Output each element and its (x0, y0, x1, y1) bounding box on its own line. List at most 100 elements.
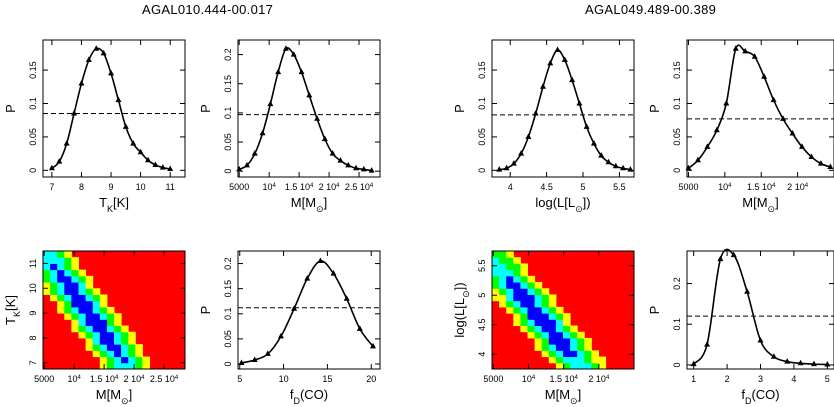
data-point (317, 257, 324, 264)
heatmap-cell (577, 362, 585, 369)
heatmap-cell (520, 306, 528, 314)
heatmap-cell (64, 306, 72, 314)
heatmap-cell (506, 294, 514, 302)
data-point (598, 152, 605, 158)
data-point (808, 153, 815, 159)
heatmap-cell (99, 362, 108, 369)
heatmap-cell (64, 313, 72, 320)
x-axis-label: M[M⊙] (545, 387, 581, 406)
heatmap-cell (43, 251, 51, 258)
heatmap-cell (513, 300, 521, 308)
data-point (690, 360, 697, 367)
x-tick-label: 104 (718, 182, 732, 192)
heatmap-cell (570, 325, 578, 333)
heatmap-cell (99, 294, 108, 302)
axes-frame (237, 39, 381, 178)
heatmap-cell (71, 269, 79, 277)
data-point (694, 156, 701, 163)
y-tick-label: 0.05 (477, 128, 487, 146)
data-point (717, 255, 724, 262)
data-point (290, 51, 297, 57)
heatmap-cell (555, 313, 564, 320)
heatmap-cell (64, 300, 72, 308)
heatmap-cell (71, 319, 79, 327)
heatmap-cell (513, 269, 521, 277)
heatmap-cell (520, 282, 528, 289)
data-point (532, 110, 539, 116)
heatmap-cell (92, 288, 101, 295)
data-point (824, 361, 831, 367)
heatmap-cell (71, 300, 79, 308)
heatmap-cell (71, 282, 79, 289)
y-axis-label: P (647, 104, 662, 113)
data-point (789, 130, 796, 136)
heatmap-cell (534, 313, 543, 320)
heatmap-cell (520, 275, 528, 283)
heatmap-cell (114, 356, 122, 364)
data-point (56, 158, 63, 164)
heatmap-cell (548, 356, 557, 364)
data-point (330, 270, 337, 276)
x-tick-label: 3 (758, 374, 763, 384)
data-point (306, 91, 313, 98)
heatmap-cell (492, 282, 500, 289)
x-tick-label: 5.5 (613, 182, 626, 192)
x-tick-label: 5 (581, 182, 586, 192)
heatmap-cell (527, 300, 536, 308)
axes-frame (42, 250, 186, 370)
heatmap-cell (50, 251, 58, 258)
y-tick-label: 0.1 (28, 97, 38, 110)
data-point (368, 167, 375, 173)
heatmap-cell (499, 275, 507, 283)
heatmap-cell (548, 319, 557, 327)
heatmap-cell (598, 356, 607, 364)
series-line (499, 49, 631, 171)
heatmap-cell (570, 362, 578, 369)
heatmap-cell (563, 319, 571, 327)
heatmap-cell (520, 300, 528, 308)
data-point (85, 56, 92, 63)
heatmap-cell (85, 288, 94, 295)
heatmap-cell (548, 331, 557, 339)
heatmap-cell (584, 362, 592, 369)
heatmap-cell (50, 275, 58, 283)
heatmap-cell (85, 331, 94, 339)
heatmap-cell (99, 350, 108, 358)
heatmap-cell (577, 344, 585, 351)
x-tick-label: 5000 (483, 374, 503, 384)
data-point (798, 143, 805, 149)
data-point (561, 56, 568, 63)
heatmap-cell (106, 313, 115, 320)
x-tick-label: 104 (262, 182, 276, 192)
heatmap-cell (506, 275, 514, 283)
heatmap-cell (57, 251, 65, 258)
data-point (539, 83, 546, 89)
panel-p1: 7 8 9 10 11 0 0.05 0.1 0.15 TK[K] P (3, 39, 186, 214)
heatmap-cell (121, 331, 129, 339)
panel-p5: 5 10 15 20 0 0.05 0.1 0.15 0.2 fD(CO) P (198, 250, 381, 406)
heatmap-cell (513, 263, 521, 271)
heatmap-cell (78, 275, 87, 283)
data-point (620, 164, 627, 171)
data-point (369, 342, 376, 349)
y-tick-label: 9 (28, 311, 38, 316)
axes-frame (237, 250, 381, 370)
heatmap-cell (584, 356, 592, 364)
x-axis-label: M[M⊙] (96, 387, 132, 406)
heatmap-cell (513, 257, 521, 264)
y-tick-label: 4.5 (477, 318, 487, 331)
heatmap-cell (506, 251, 514, 258)
data-point (282, 45, 289, 51)
heatmap (43, 251, 185, 369)
heatmap-cell (563, 325, 571, 333)
heatmap-cell (577, 337, 585, 345)
data-point (275, 68, 282, 75)
data-point (304, 275, 311, 281)
heatmap-cell (598, 362, 607, 369)
heatmap-cell (499, 269, 507, 277)
data-point (496, 166, 503, 172)
heatmap-cell (555, 344, 564, 351)
data-point (770, 96, 777, 103)
heatmap-cell (534, 337, 543, 345)
data-point (612, 162, 619, 169)
